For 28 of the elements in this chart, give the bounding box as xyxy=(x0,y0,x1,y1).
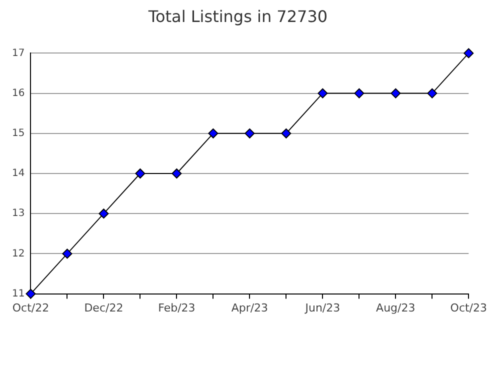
x-tick-label: Apr/23 xyxy=(231,301,268,314)
point xyxy=(172,168,182,178)
y-tick-label: 13 xyxy=(12,208,25,220)
point xyxy=(281,128,292,138)
y-tick-label: 15 xyxy=(12,128,25,139)
y-tick-label: 14 xyxy=(12,168,25,180)
point xyxy=(390,88,401,98)
y-tick-label: 16 xyxy=(12,88,25,99)
point xyxy=(62,248,72,259)
x-tick-label: Jun/23 xyxy=(304,301,340,314)
point xyxy=(244,128,255,138)
y-tick-label: 12 xyxy=(12,248,25,260)
x-tick-label: Oct/22 xyxy=(12,301,50,314)
chart-title: Total Listings in 72730 xyxy=(147,6,328,26)
x-tick-label: Dec/22 xyxy=(84,301,124,314)
x-tick-label: Feb/23 xyxy=(158,301,196,314)
point xyxy=(26,288,36,299)
point xyxy=(318,88,328,98)
point xyxy=(427,88,438,98)
point xyxy=(135,168,146,178)
point xyxy=(208,128,218,138)
x-tick-label: Oct/23 xyxy=(450,301,488,314)
point xyxy=(464,48,474,58)
x-tick-label: Aug/23 xyxy=(376,301,416,314)
point xyxy=(354,88,364,98)
y-tick-label: 17 xyxy=(12,48,25,59)
point xyxy=(98,208,109,219)
y-tick-label: 11 xyxy=(12,288,25,300)
